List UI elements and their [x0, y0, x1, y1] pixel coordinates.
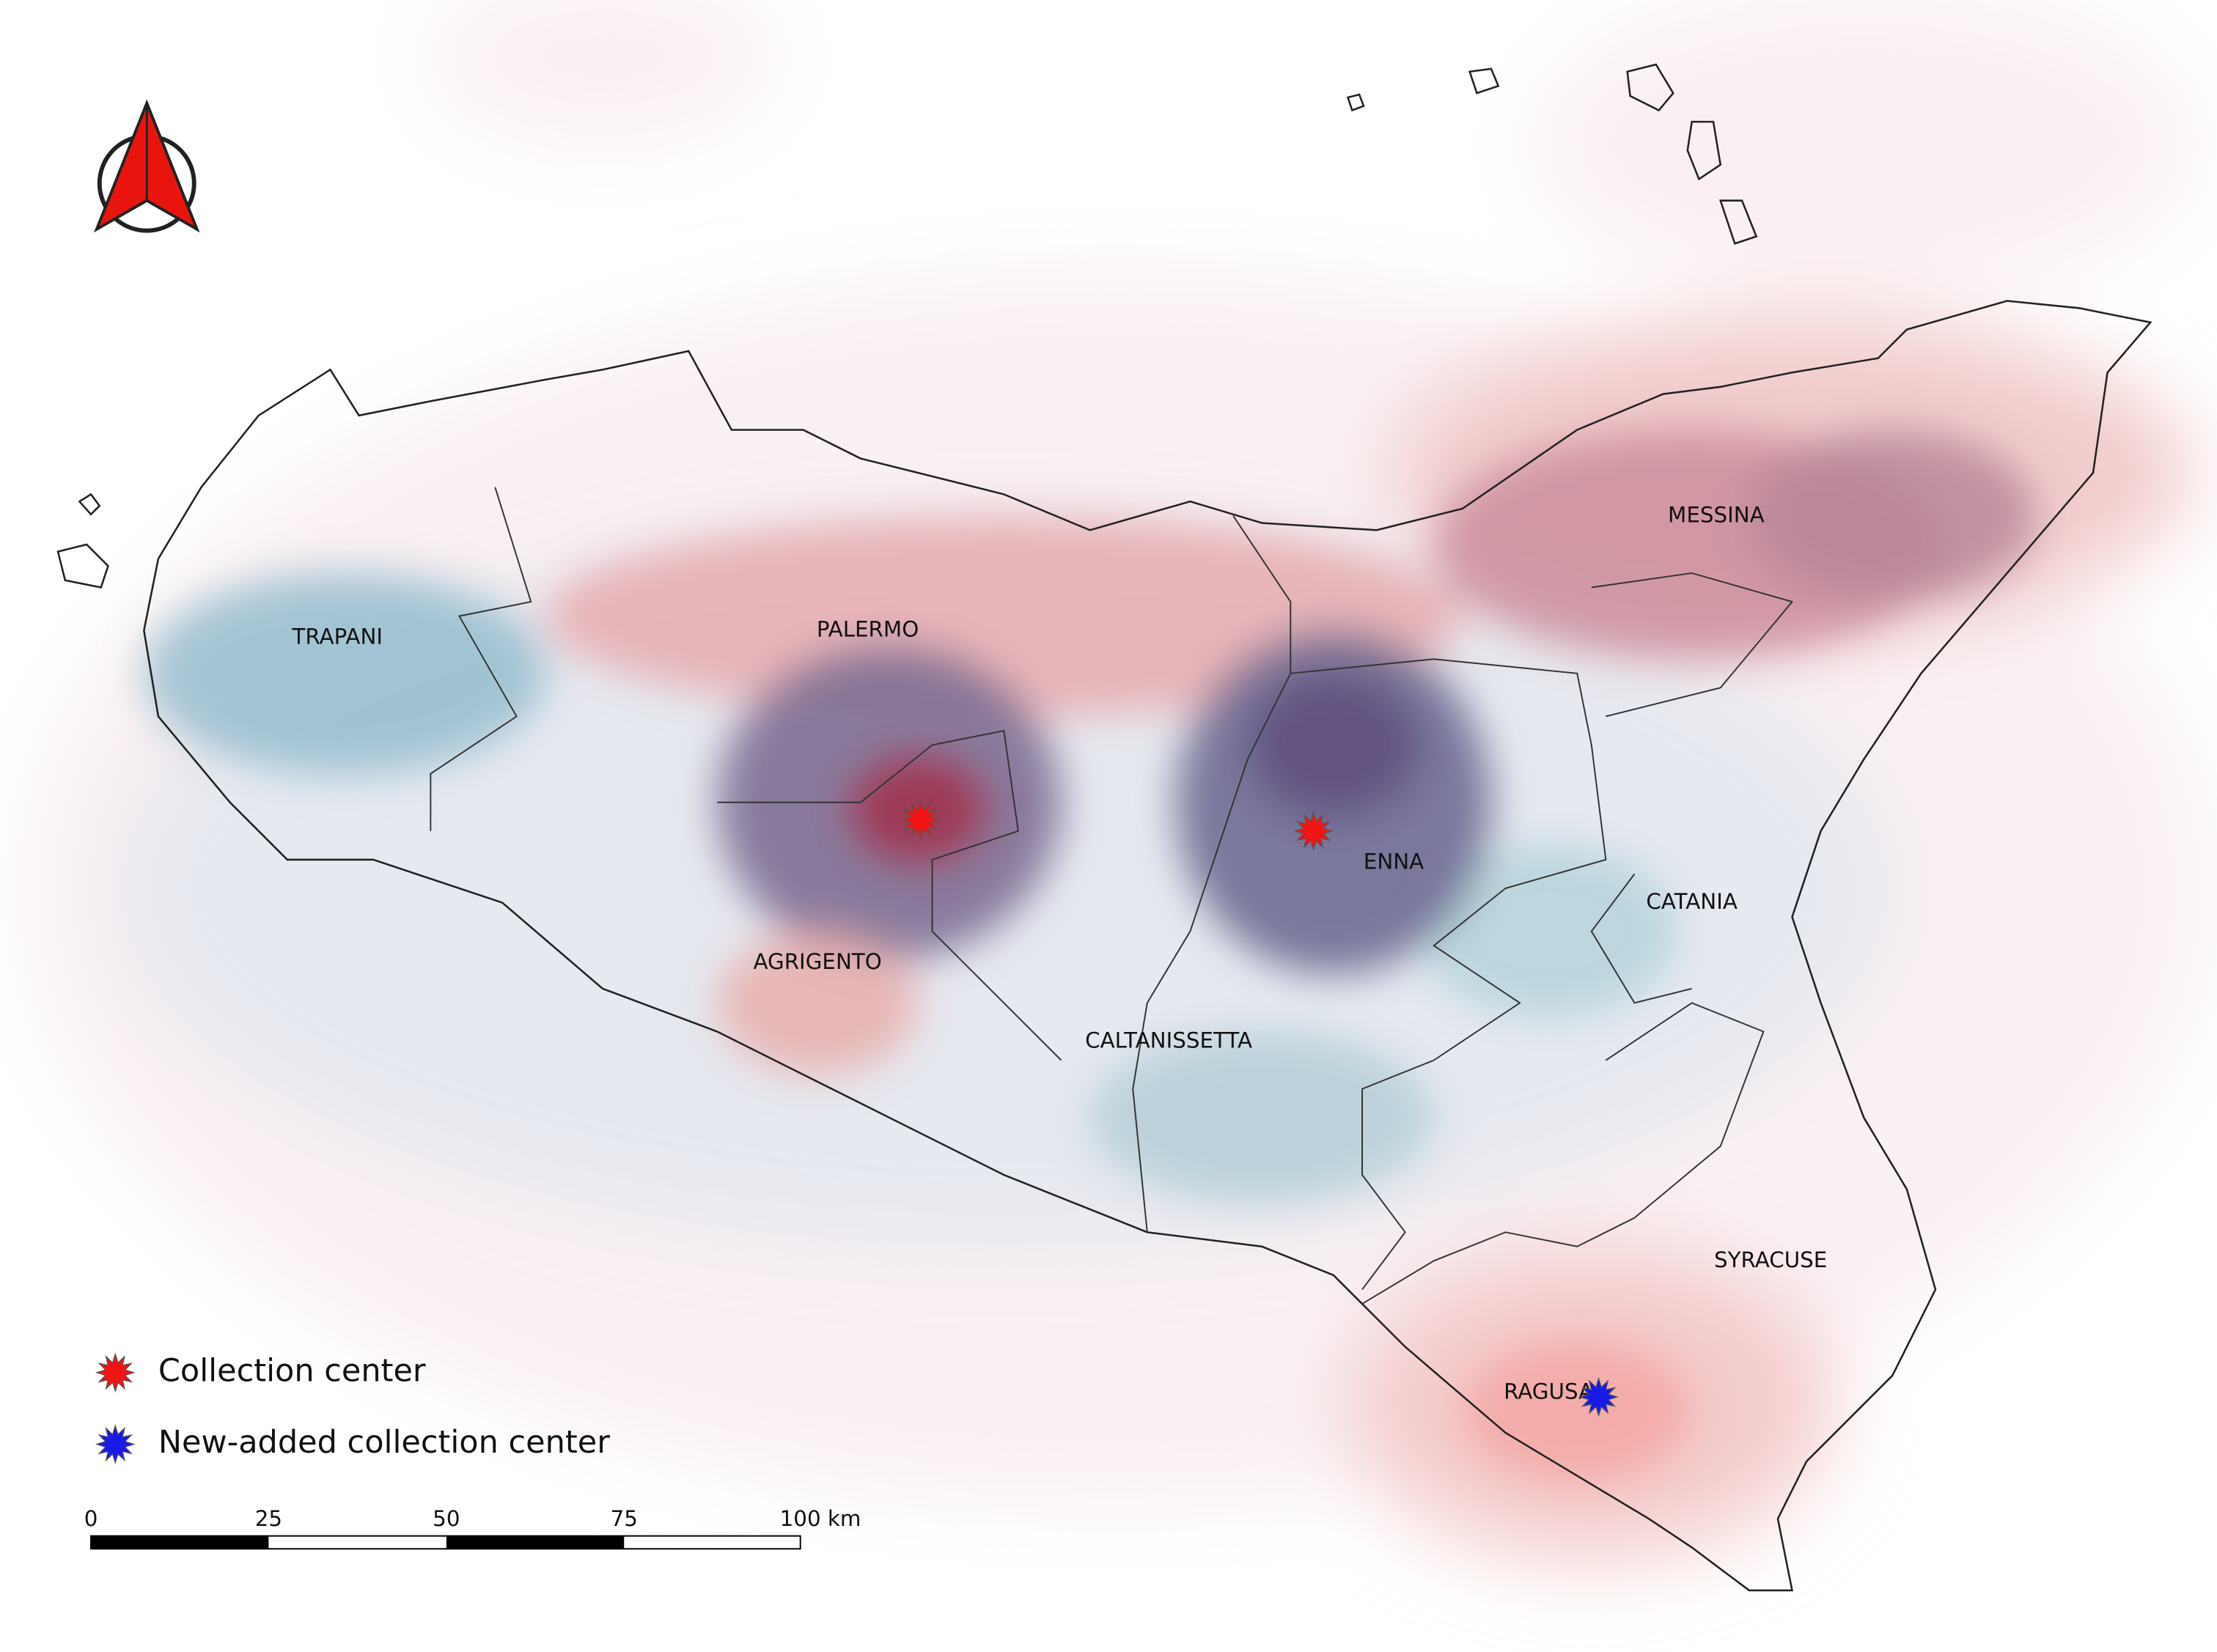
province-label: AGRIGENTO: [753, 949, 881, 974]
star-marker: [900, 799, 941, 840]
province-label: RAGUSA: [1504, 1379, 1593, 1404]
province-label: PALERMO: [817, 617, 919, 642]
province-label: MESSINA: [1668, 502, 1765, 527]
star-marker: [1578, 1376, 1619, 1417]
province-label: TRAPANI: [291, 624, 383, 649]
province-label: ENNA: [1364, 849, 1424, 874]
legend: Collection center New-added collection c…: [158, 1352, 610, 1461]
province-label: CATANIA: [1646, 889, 1738, 914]
province-labels: TRAPANI PALERMO AGRIGENTO CALTANISSETTA …: [291, 502, 1827, 1404]
province-borders: [430, 487, 1794, 1305]
north-arrow: [93, 99, 200, 233]
province-label: CALTANISSETTA: [1085, 1028, 1252, 1053]
scale-bar: 0 25 50 75 100 km: [84, 1506, 861, 1550]
heatmap-inner: [144, 429, 2036, 1483]
star-marker: [95, 1352, 136, 1393]
province-label: SYRACUSE: [1714, 1247, 1827, 1272]
scale-label: 0: [84, 1506, 98, 1531]
collection-centers: [95, 799, 1619, 1464]
scale-label: 50: [433, 1506, 460, 1531]
scale-label: 25: [255, 1506, 282, 1531]
star-marker: [1293, 811, 1334, 852]
legend-label: Collection center: [158, 1352, 426, 1389]
scale-label: 100 km: [780, 1506, 861, 1531]
scale-label: 75: [611, 1506, 638, 1531]
coastline: [56, 63, 2152, 1592]
legend-label: New-added collection center: [158, 1424, 610, 1461]
star-marker: [95, 1424, 136, 1464]
